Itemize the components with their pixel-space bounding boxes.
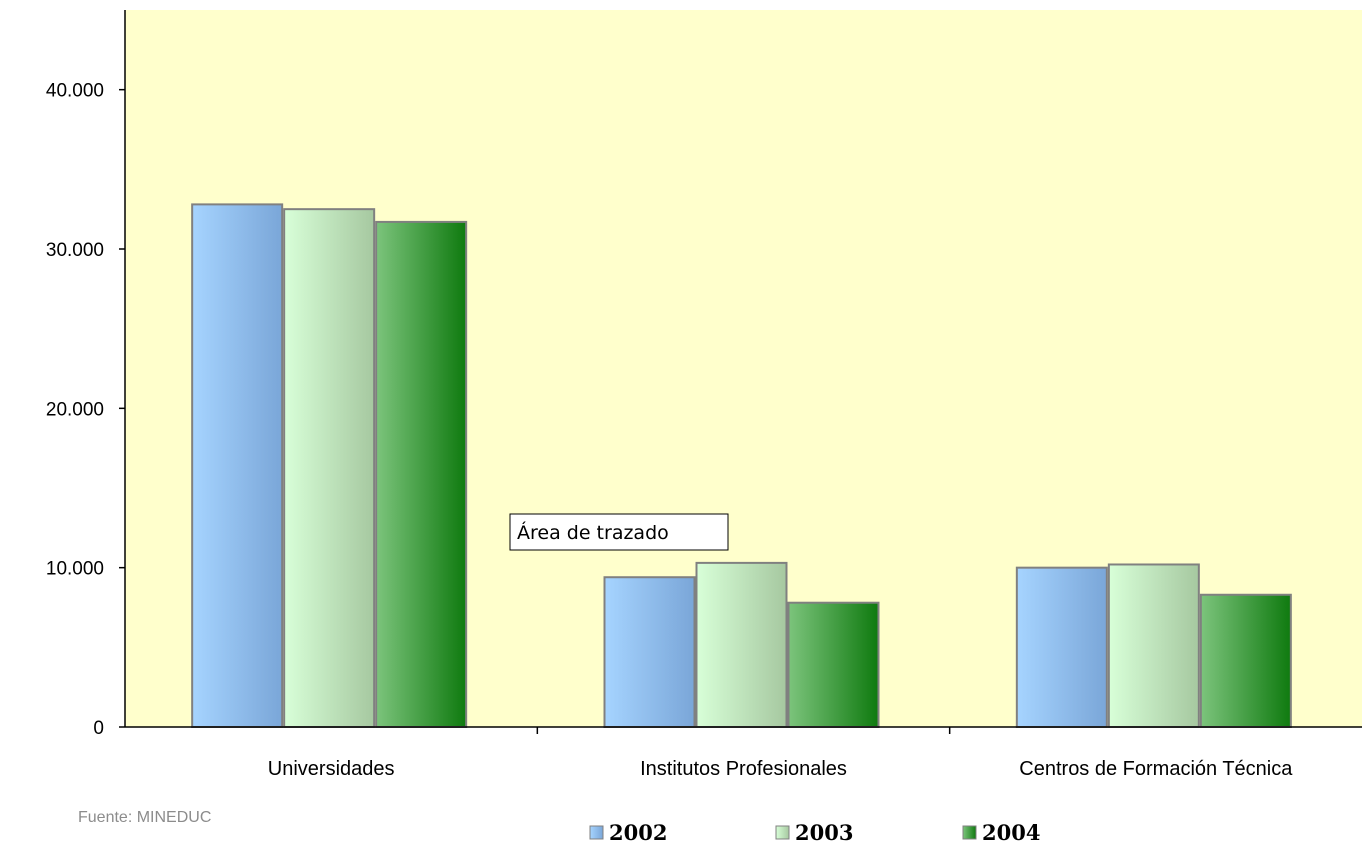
bar-2004-0[interactable] [375, 220, 468, 728]
legend-label-2003: 2003 [795, 820, 853, 844]
y-tick-label: 20.000 [46, 399, 104, 420]
legend-swatch-2003 [775, 825, 790, 840]
bar-2003-1[interactable] [695, 561, 788, 728]
bar-2003-2[interactable] [1107, 563, 1200, 728]
legend-label-2002: 2002 [609, 820, 667, 844]
bar-2003-0[interactable] [283, 208, 376, 728]
bar-2002-1[interactable] [603, 576, 696, 729]
y-tick-label: 30.000 [46, 240, 104, 261]
legend: 2002 2003 2004 [589, 820, 1040, 844]
legend-swatch-2004 [962, 825, 977, 840]
x-category-label: Institutos Profesionales [640, 758, 847, 780]
tooltip-text: Área de trazado [517, 521, 669, 544]
legend-swatch-2002 [589, 825, 604, 840]
tooltip: Área de trazado [509, 513, 729, 551]
y-tick-label: 10.000 [46, 559, 104, 580]
y-axis-ticks: 0 10.000 20.000 30.000 40.000 [46, 81, 125, 739]
bars-group [191, 203, 1292, 729]
bar-2002-0[interactable] [191, 203, 284, 729]
x-axis-labels: Universidades Institutos Profesionales Cen… [268, 758, 1293, 780]
bar-2004-2[interactable] [1199, 593, 1292, 729]
x-category-label: Centros de Formación Técnica [1019, 758, 1293, 780]
bar-2004-1[interactable] [787, 601, 880, 728]
bar-2002-2[interactable] [1015, 566, 1108, 729]
legend-label-2004: 2004 [982, 820, 1040, 844]
source-note: Fuente: MINEDUC [78, 809, 211, 826]
x-axis-ticks [536, 727, 951, 734]
y-tick-label: 0 [93, 718, 104, 739]
y-tick-label: 40.000 [46, 81, 104, 102]
x-category-label: Universidades [268, 758, 395, 780]
tooltip-box [509, 513, 729, 551]
